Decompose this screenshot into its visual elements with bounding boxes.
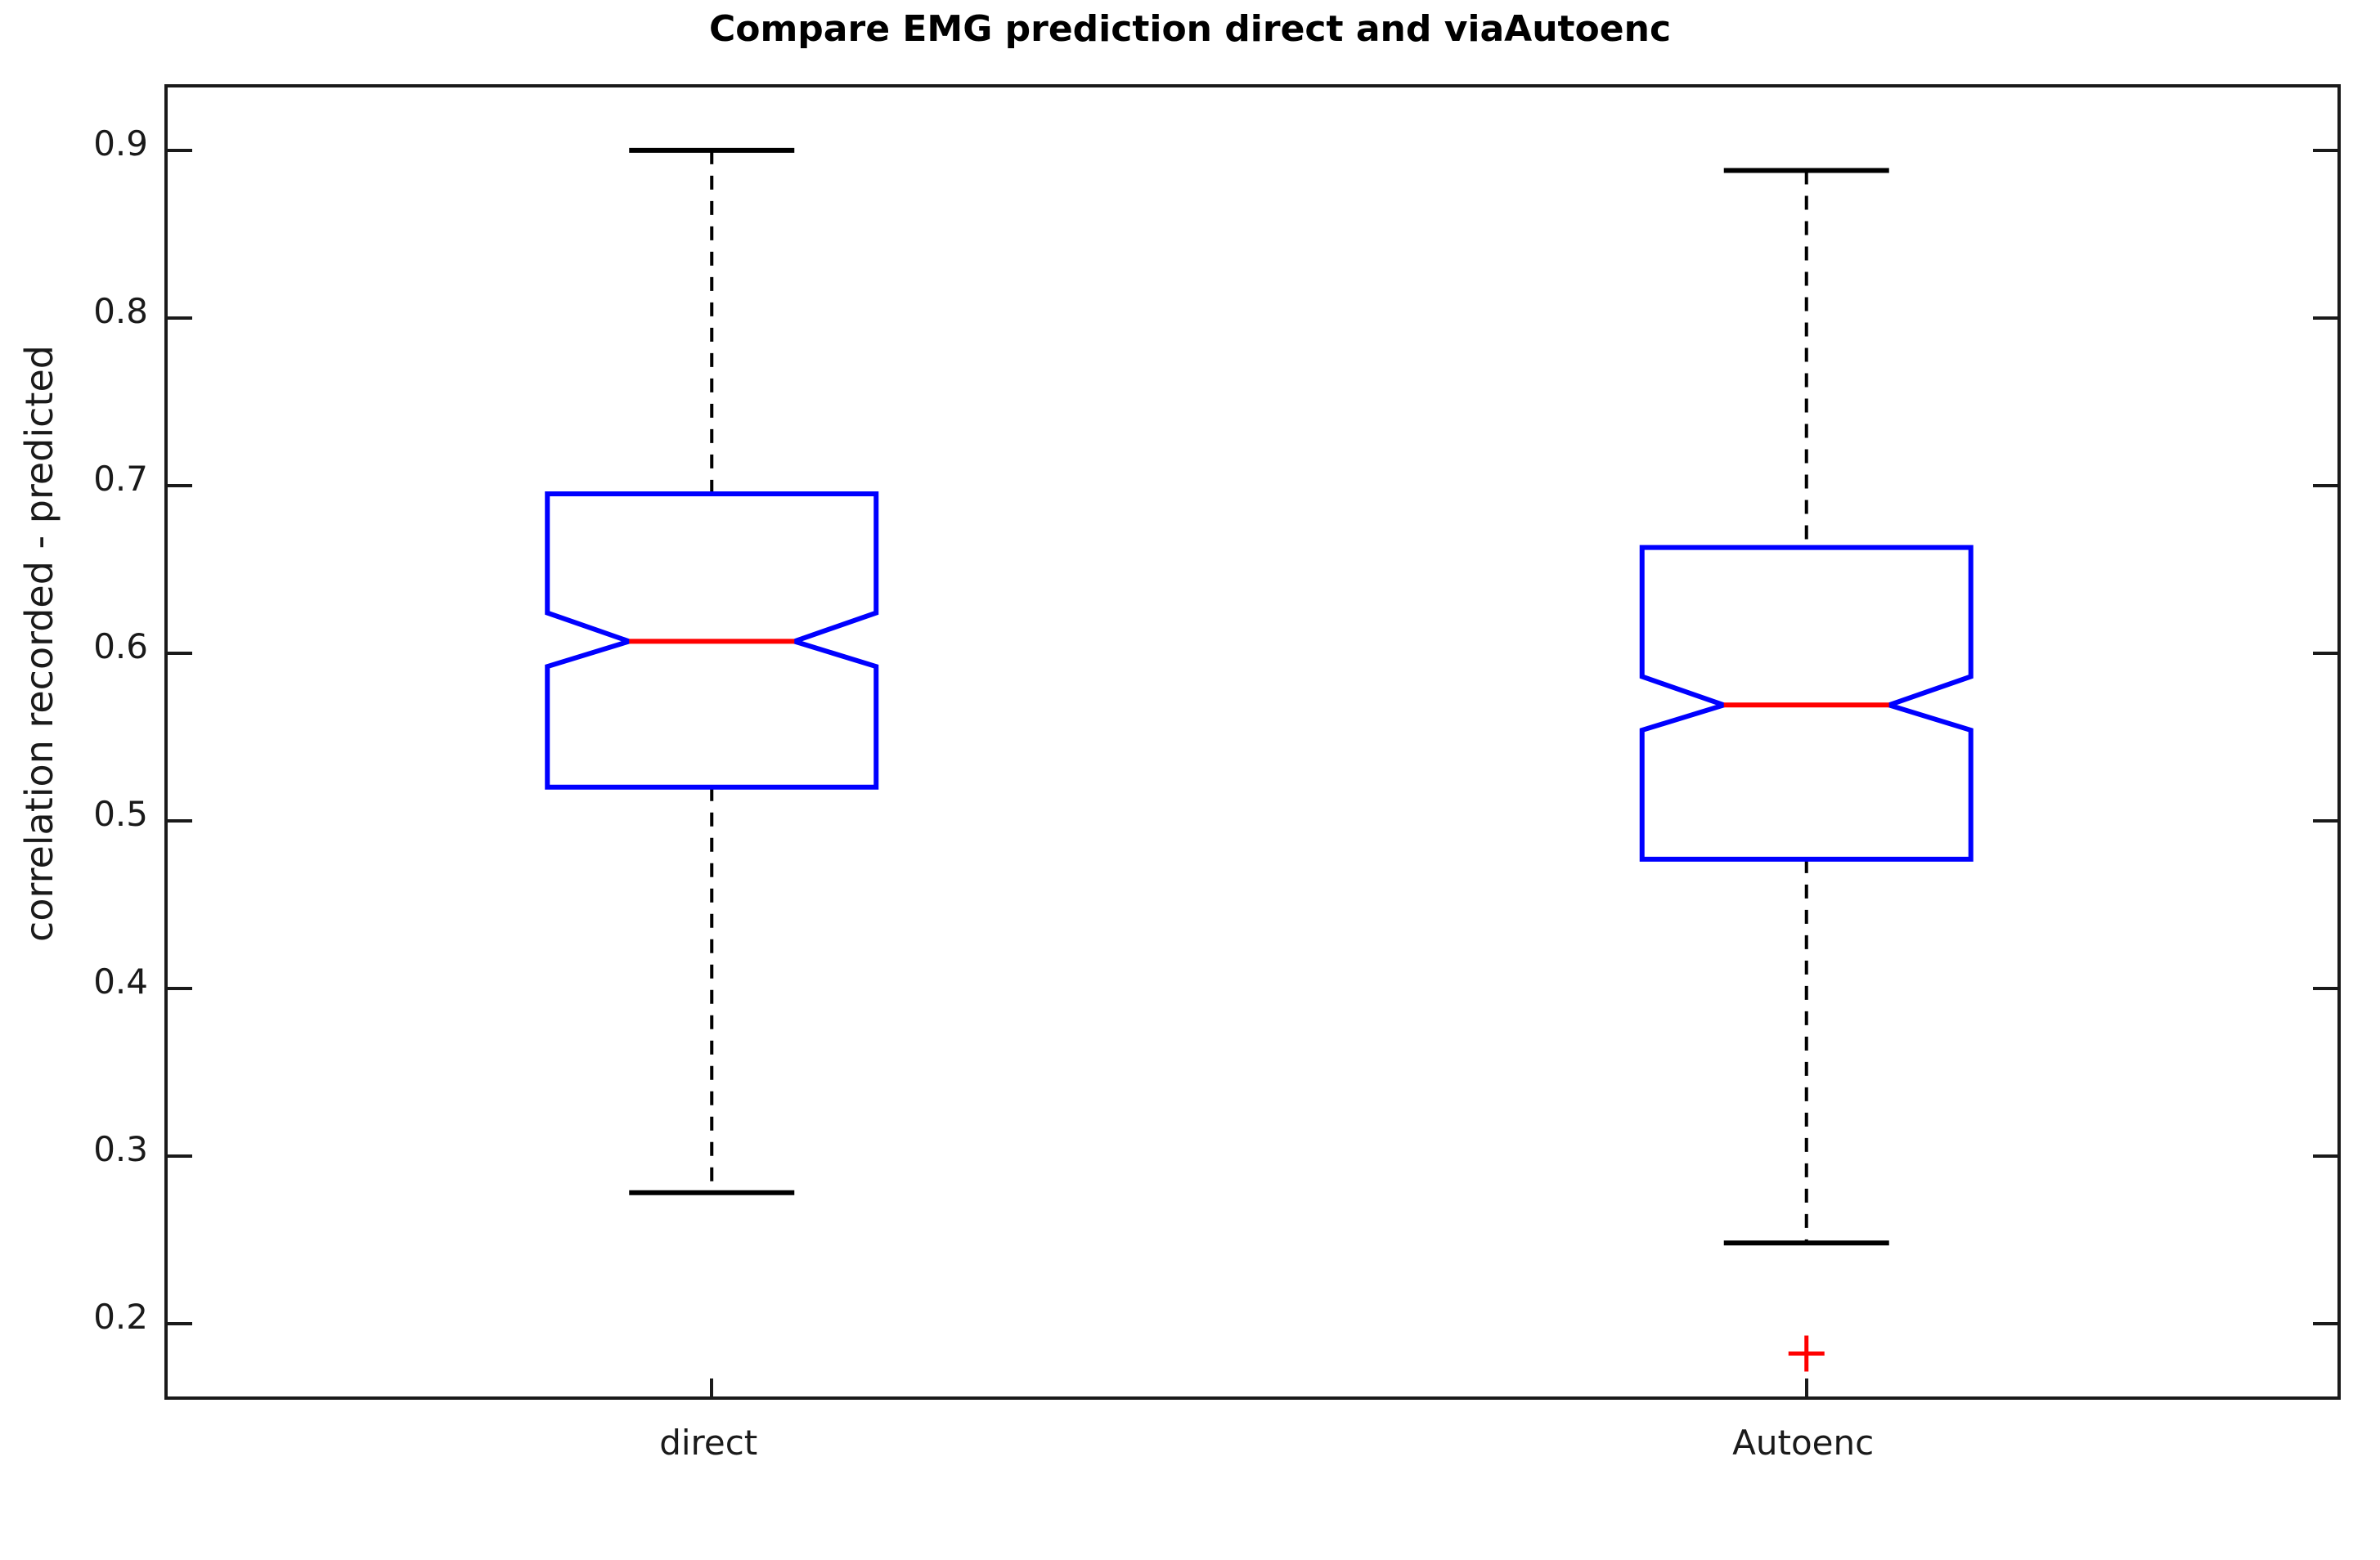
x-tick-mark [1804,1378,1808,1396]
y-tick-label: 0.9 [93,123,148,164]
y-tick-mark [168,1321,192,1325]
x-tick-mark [710,1378,714,1396]
y-tick-label: 0.2 [93,1296,148,1337]
y-tick-mark-right [2313,483,2337,487]
box-outline [1639,545,1974,862]
boxplot-autoenc [1639,168,1974,1372]
x-tick-label-autoenc: Autoenc [1732,1423,1875,1463]
y-tick-mark-right [2313,818,2337,823]
y-tick-mark [168,818,192,823]
y-tick-mark-right [2313,148,2337,152]
x-tick-label-direct: direct [659,1423,758,1463]
y-tick-mark [168,986,192,990]
y-tick-mark-right [2313,1154,2337,1158]
y-tick-label: 0.5 [93,793,148,834]
y-tick-mark-right [2313,316,2337,320]
y-tick-mark-right [2313,986,2337,990]
boxplot-direct [545,147,879,1195]
box-outline [545,491,879,790]
y-tick-label: 0.3 [93,1128,148,1169]
y-tick-label: 0.7 [93,458,148,499]
boxplot-graphics [545,147,1974,1372]
y-tick-label: 0.4 [93,961,148,1002]
y-tick-mark-right [2313,1321,2337,1325]
y-tick-mark [168,148,192,152]
page-title: Compare EMG prediction direct and viaAut… [708,8,1672,50]
y-tick-mark-right [2313,651,2337,655]
y-tick-mark [168,483,192,487]
y-tick-label: 0.8 [93,290,148,331]
plot-area [164,84,2341,1400]
plot-inner [168,87,2337,1396]
y-tick-mark [168,316,192,320]
y-tick-mark [168,651,192,655]
y-tick-mark [168,1154,192,1158]
y-tick-label: 0.6 [93,625,148,666]
